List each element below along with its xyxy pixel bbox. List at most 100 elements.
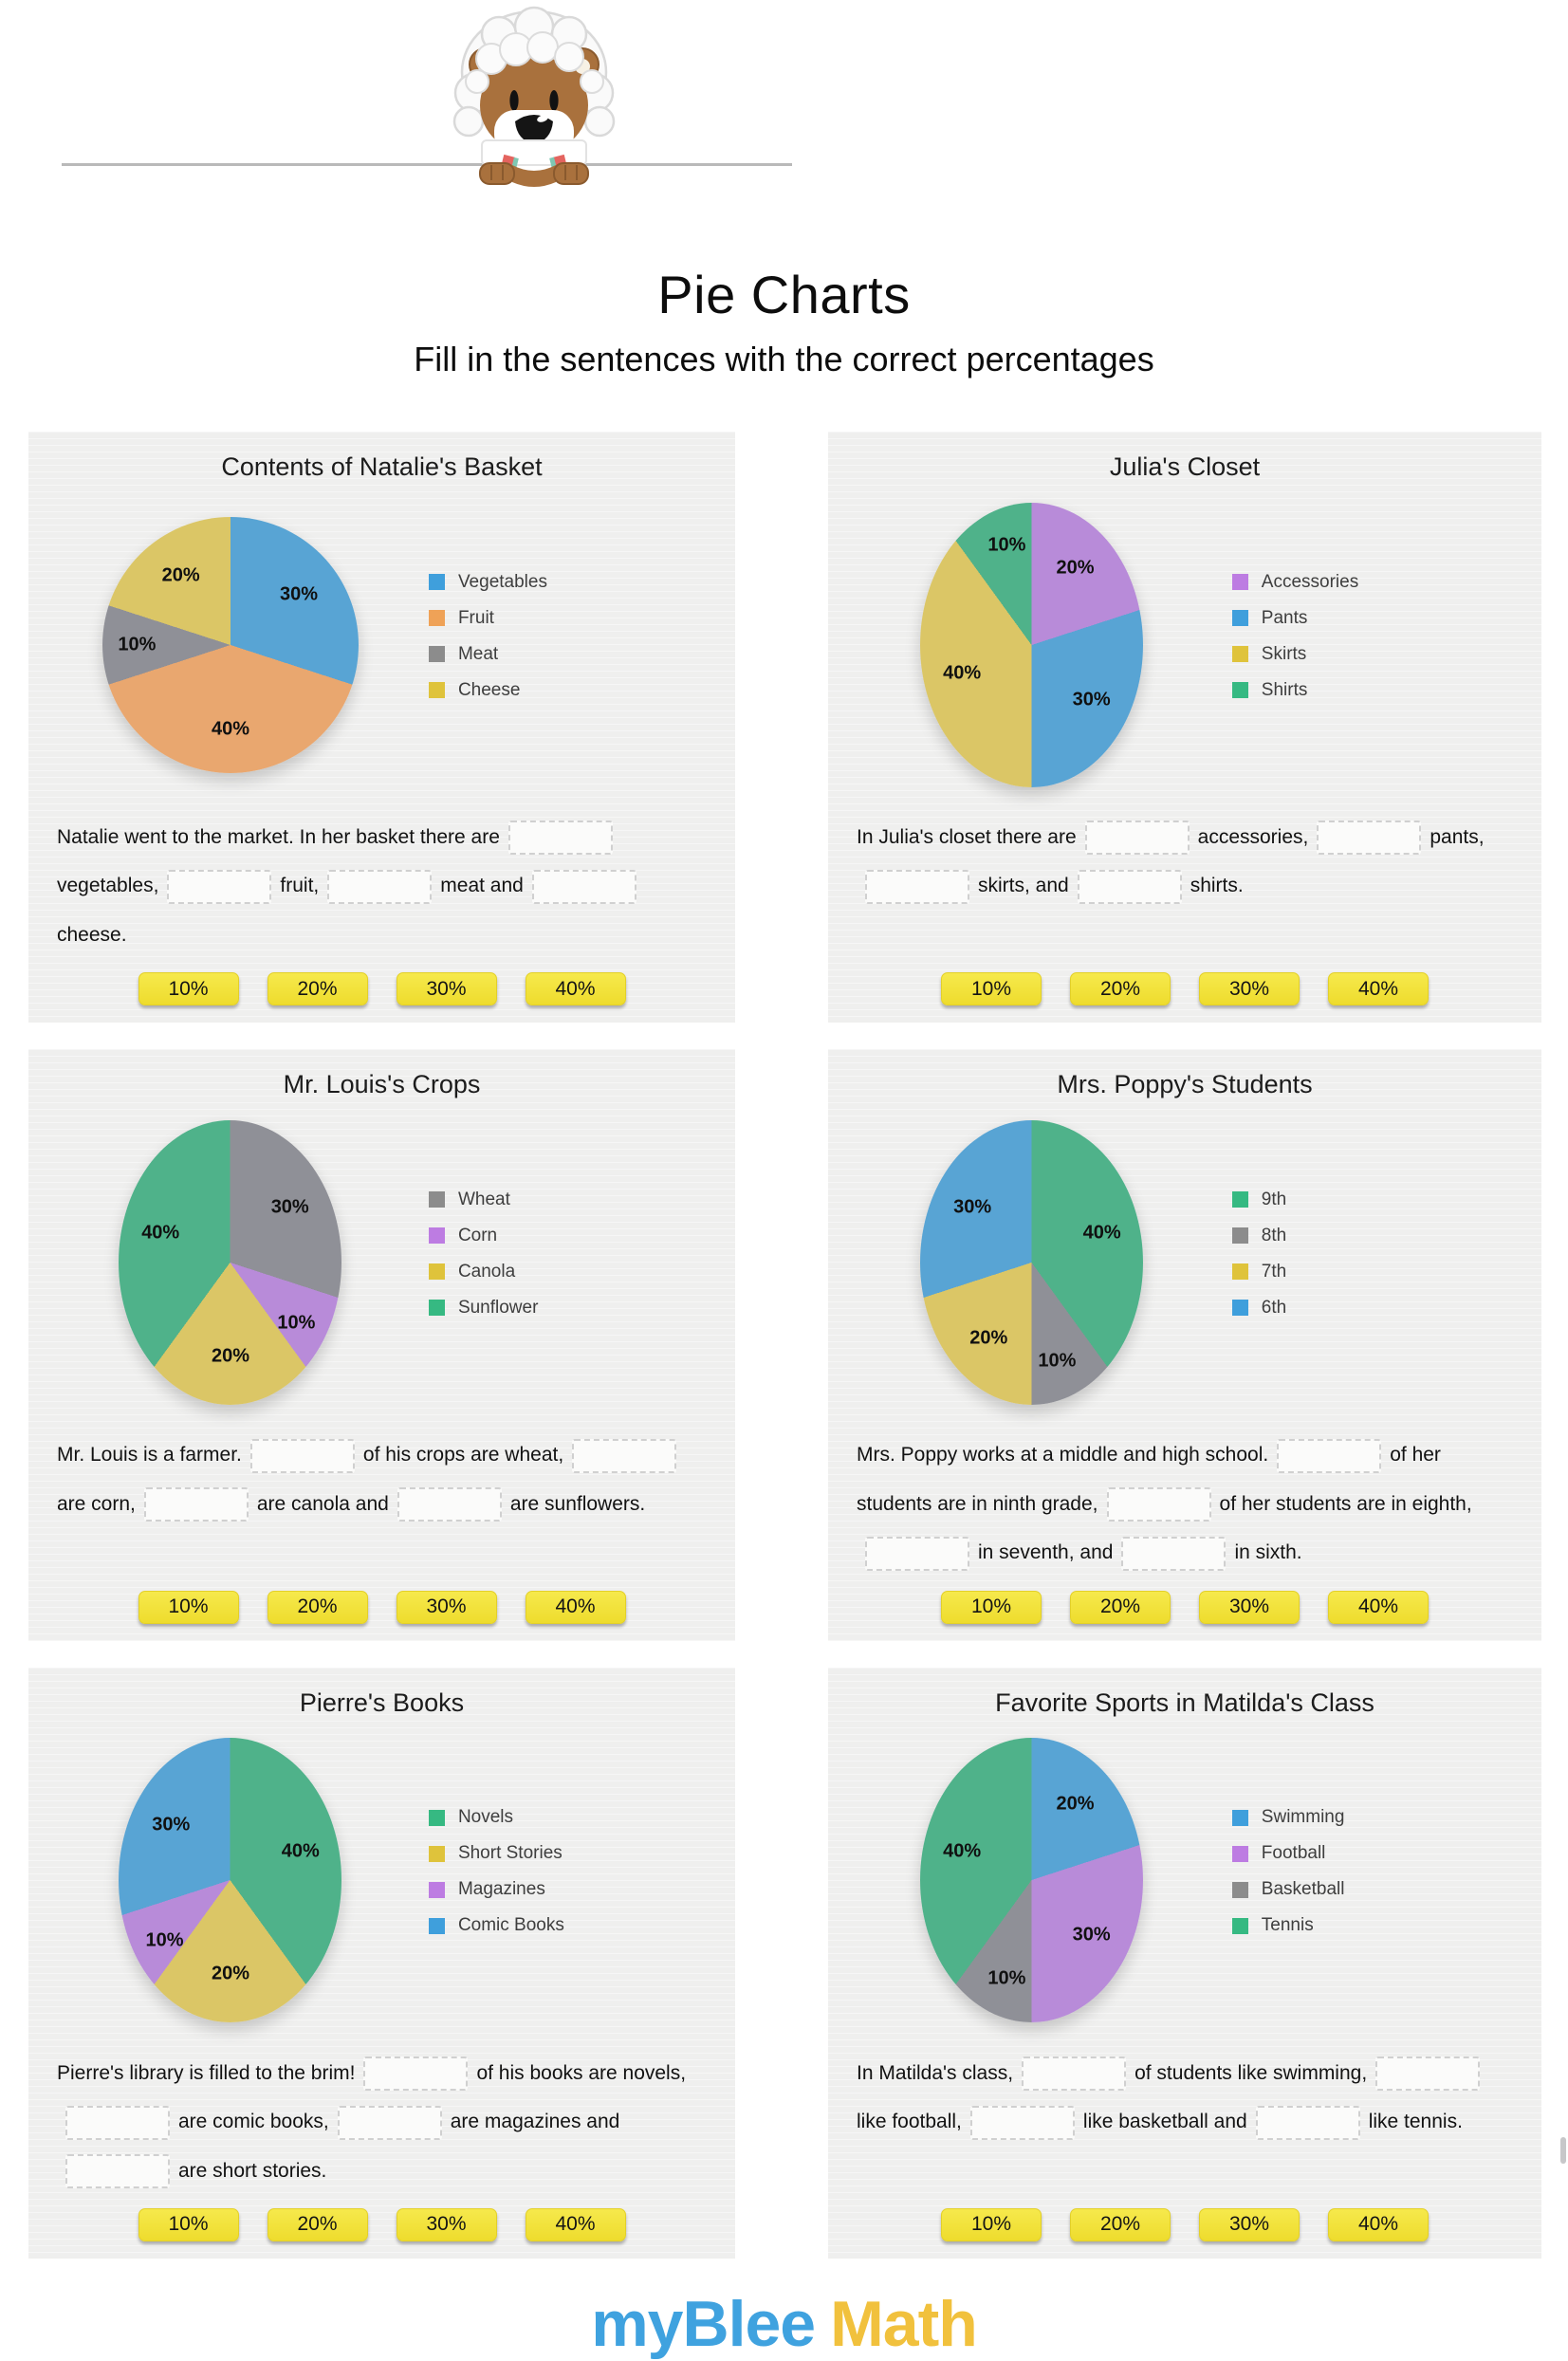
slice-percent-label: 30% <box>280 583 319 605</box>
legend-item: Short Stories <box>428 1843 718 1864</box>
legend-swatch <box>1231 646 1248 662</box>
legend-swatch <box>1231 682 1248 698</box>
legend-swatch <box>1231 610 1248 626</box>
answer-button[interactable]: 30% <box>396 972 497 1006</box>
answer-button[interactable]: 20% <box>1070 2207 1171 2241</box>
legend-swatch <box>1231 1881 1248 1898</box>
brand-part-2: Math <box>830 2287 978 2360</box>
answer-button[interactable]: 10% <box>941 1590 1042 1624</box>
answer-button[interactable]: 30% <box>396 2207 497 2241</box>
panel-title: Mr. Louis's Crops <box>283 1070 481 1099</box>
answer-button[interactable]: 30% <box>1199 2207 1300 2241</box>
legend-item: Meat <box>428 644 718 665</box>
legend-item: Vegetables <box>428 572 718 593</box>
answer-blank[interactable] <box>327 869 433 904</box>
answer-button[interactable]: 10% <box>138 2207 239 2241</box>
legend-label: Comic Books <box>457 1915 564 1936</box>
slice-percent-label: 10% <box>277 1312 316 1334</box>
answer-blank[interactable] <box>65 2153 170 2188</box>
slice-percent-label: 40% <box>141 1222 180 1244</box>
legend-label: Wheat <box>457 1189 510 1209</box>
legend-label: 7th <box>1261 1261 1287 1282</box>
answer-blank[interactable] <box>1121 1536 1227 1571</box>
answer-blank[interactable] <box>1277 1438 1382 1473</box>
slice-percent-label: 40% <box>943 1840 982 1862</box>
pie-wrap: 20% 30% 10% 40% <box>845 1722 1219 2039</box>
answer-button[interactable]: 20% <box>267 2207 368 2241</box>
answer-button[interactable]: 40% <box>525 1590 626 1624</box>
slice-percent-label: 30% <box>270 1196 309 1218</box>
slice-percent-label: 20% <box>1056 1793 1095 1815</box>
legend-item: Wheat <box>428 1189 718 1210</box>
legend-item: Skirts <box>1231 644 1524 665</box>
answer-button[interactable]: 40% <box>1328 1590 1429 1624</box>
pie-chart: 20% 30% 40% 10% <box>920 502 1144 787</box>
scrollbar-thumb[interactable] <box>1560 2137 1566 2164</box>
answer-blank[interactable] <box>143 1487 249 1522</box>
slice-percent-label: 30% <box>953 1196 992 1218</box>
answer-blank[interactable] <box>1375 2057 1481 2092</box>
answer-button[interactable]: 30% <box>396 1590 497 1624</box>
answer-blank[interactable] <box>1022 2057 1127 2092</box>
legend-label: 9th <box>1261 1189 1287 1209</box>
legend-label: Cheese <box>457 679 521 700</box>
answer-blank[interactable] <box>249 1438 355 1473</box>
answer-blank[interactable] <box>531 869 636 904</box>
worksheet-header: Pie Charts Fill in the sentences with th… <box>0 0 1568 432</box>
answer-button[interactable]: 30% <box>1199 972 1300 1006</box>
answer-buttons: 10% 20% 30% 40% <box>845 1577 1524 1624</box>
legend-label: Accessories <box>1261 571 1359 592</box>
answer-button[interactable]: 10% <box>138 972 239 1006</box>
legend-item: Corn <box>428 1225 718 1246</box>
pie-wrap: 20% 30% 40% 10% <box>845 486 1219 803</box>
answer-button[interactable]: 40% <box>525 972 626 1006</box>
legend-item: Canola <box>428 1262 718 1282</box>
slice-percent-label: 40% <box>1082 1222 1121 1244</box>
answer-button[interactable]: 20% <box>267 1590 368 1624</box>
answer-button[interactable]: 10% <box>138 1590 239 1624</box>
slice-percent-label: 30% <box>1072 1924 1111 1946</box>
pie-chart: 40% 10% 20% 30% <box>920 1119 1144 1405</box>
answer-blank[interactable] <box>337 2105 442 2140</box>
legend-label: Pants <box>1261 607 1308 628</box>
answer-button[interactable]: 20% <box>1070 972 1171 1006</box>
answer-blank[interactable] <box>1084 821 1190 856</box>
answer-blank[interactable] <box>65 2105 170 2140</box>
answer-blank[interactable] <box>572 1438 677 1473</box>
answer-blank[interactable] <box>397 1487 502 1522</box>
answer-blank[interactable] <box>865 869 969 904</box>
slice-percent-label: 40% <box>211 718 249 740</box>
fill-in-sentence: Natalie went to the market. In her baske… <box>46 813 718 959</box>
legend-item: Basketball <box>1231 1879 1524 1900</box>
fill-in-sentence: In Julia's closet there are accessories, p… <box>845 813 1524 911</box>
answer-blank[interactable] <box>1255 2105 1360 2140</box>
answer-button[interactable]: 40% <box>525 2207 626 2241</box>
legend-label: Corn <box>457 1225 498 1245</box>
legend-item: Sunflower <box>428 1298 718 1319</box>
answer-button[interactable]: 10% <box>941 2207 1042 2241</box>
legend-swatch <box>1231 1191 1248 1208</box>
pie-chart: 30% 10% 20% 40% <box>119 1119 342 1405</box>
answer-blank[interactable] <box>167 869 272 904</box>
answer-button[interactable]: 20% <box>267 972 368 1006</box>
answer-button[interactable]: 30% <box>1199 1590 1300 1624</box>
answer-blank[interactable] <box>1317 821 1422 856</box>
legend-swatch <box>428 1264 445 1281</box>
answer-button[interactable]: 20% <box>1070 1590 1171 1624</box>
pie-chart-panel: Favorite Sports in Matilda's Class 20% 30… <box>828 1667 1541 2259</box>
answer-blank[interactable] <box>363 2057 469 2092</box>
answer-blank[interactable] <box>1106 1487 1211 1522</box>
pie-wrap: 40% 20% 10% 30% <box>46 1722 415 2039</box>
panel-title: Mrs. Poppy's Students <box>1057 1070 1313 1099</box>
slice-percent-label: 10% <box>1038 1350 1077 1372</box>
legend-item: Fruit <box>428 608 718 629</box>
answer-blank[interactable] <box>865 1536 969 1571</box>
answer-blank[interactable] <box>507 821 613 856</box>
answer-button[interactable]: 10% <box>941 972 1042 1006</box>
answer-blank[interactable] <box>969 2105 1075 2140</box>
chart-legend: Novels Short Stories Magazines Comic Books <box>415 1705 718 2039</box>
pie-chart-panel: Julia's Closet 20% 30% 40% 10% Accessories P… <box>828 432 1541 1024</box>
answer-button[interactable]: 40% <box>1328 2207 1429 2241</box>
answer-blank[interactable] <box>1077 869 1182 904</box>
answer-button[interactable]: 40% <box>1328 972 1429 1006</box>
